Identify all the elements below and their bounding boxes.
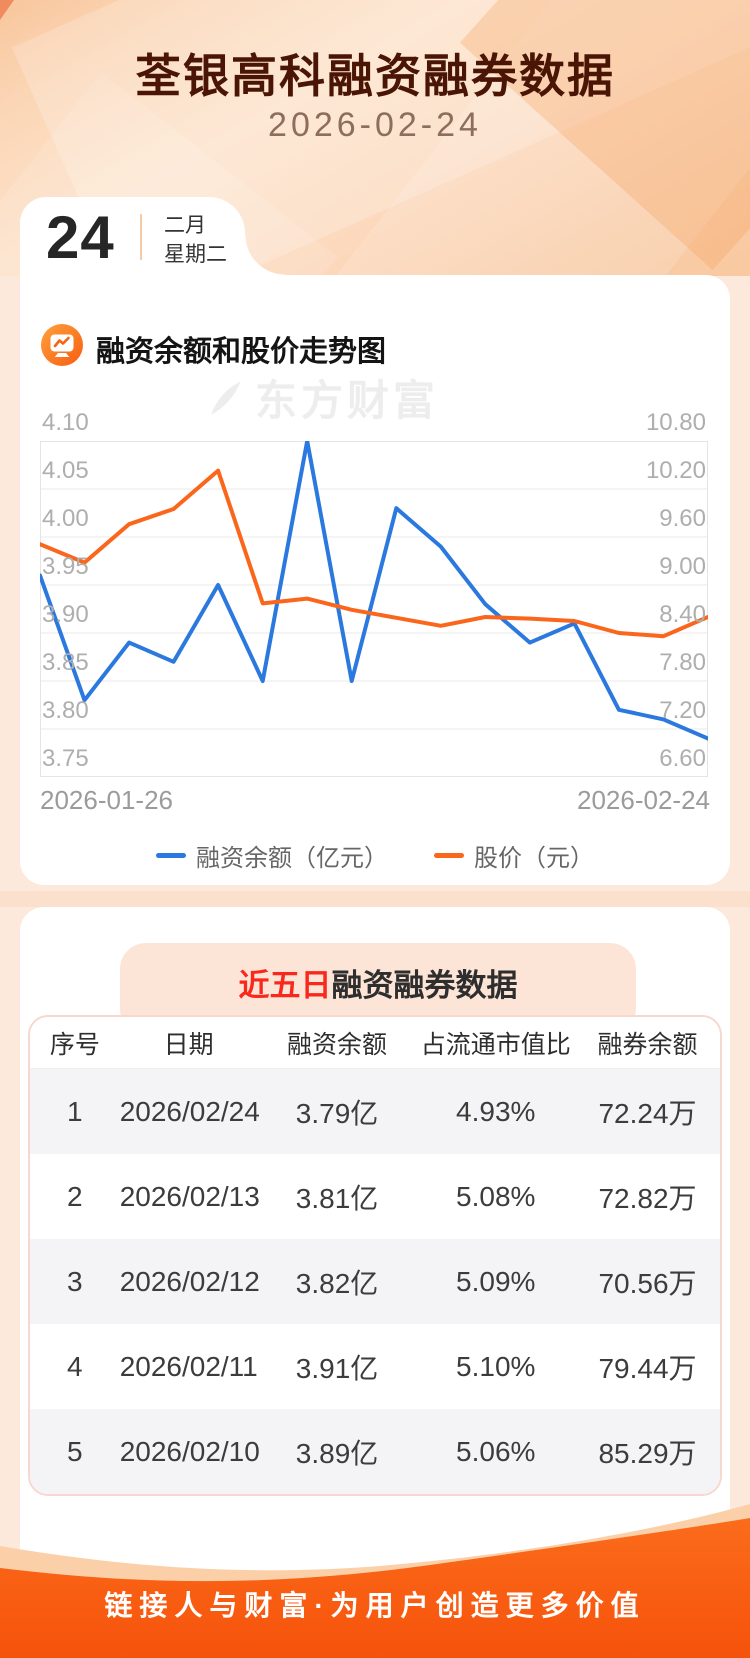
chart-monitor-icon [40, 323, 84, 367]
right-axis-tick: 8.40 [659, 601, 706, 628]
column-header: 融券余额 [597, 1030, 698, 1059]
legend-label: 股价（元） [474, 845, 594, 872]
section-gap [0, 891, 750, 907]
x-axis-start-label: 2026-01-26 [40, 785, 173, 815]
chart-card-body [20, 275, 730, 885]
table-cell: 3.81亿 [295, 1182, 379, 1214]
right-axis-tick: 10.20 [645, 457, 706, 484]
footer: 链接人与财富·为用户创造更多价值 [0, 1488, 750, 1658]
left-axis-tick: 3.75 [42, 745, 89, 772]
table-cell: 5 [67, 1435, 83, 1467]
column-header: 序号 [49, 1030, 100, 1059]
calendar-day: 24 [46, 204, 115, 271]
table-row: 3 2026/02/12 3.82亿 5.09% 70.56万 [30, 1239, 720, 1324]
right-axis-tick: 9.60 [659, 505, 706, 532]
table-cell: 2026/02/11 [119, 1350, 258, 1382]
right-axis-tick: 7.80 [659, 649, 706, 676]
left-axis-tick: 3.80 [42, 697, 89, 724]
table-header-row: 序号 日期 融资余额 占流通市值比 融券余额 [30, 1017, 720, 1069]
calendar-divider [140, 214, 142, 260]
table-row: 4 2026/02/11 3.91亿 5.10% 79.44万 [30, 1324, 720, 1409]
legend-item: 股价（元） [434, 838, 594, 873]
table-cell: 72.82万 [598, 1182, 697, 1214]
left-axis-tick: 3.95 [42, 553, 89, 580]
table-cell: 5.10% [456, 1350, 536, 1382]
legend-item: 融资余额（亿元） [156, 838, 388, 873]
left-axis-tick: 4.10 [42, 409, 89, 436]
chart-legend: 融资余额（亿元） 股价（元） [20, 838, 730, 873]
calendar-month-weekday: 二月 星期二 [164, 211, 227, 269]
table-cell: 3.82亿 [295, 1267, 379, 1299]
calendar-weekday: 星期二 [164, 243, 227, 266]
table-cell: 2 [67, 1180, 83, 1212]
table-cell: 72.24万 [598, 1097, 697, 1129]
left-axis-tick: 4.00 [42, 505, 89, 532]
column-header: 日期 [163, 1030, 214, 1059]
chart-card: 24 二月 星期二 融资余额和股价走势图 [20, 197, 730, 885]
table-cell: 2026/02/24 [119, 1095, 260, 1127]
table-row: 5 2026/02/10 3.89亿 5.06% 85.29万 [30, 1409, 720, 1494]
calendar-month: 二月 [164, 214, 206, 237]
table-row: 2 2026/02/13 3.81亿 5.08% 72.82万 [30, 1154, 720, 1239]
table-cell: 3.79亿 [295, 1097, 379, 1129]
table-cell: 4.93% [456, 1095, 536, 1127]
legend-swatch [156, 853, 186, 858]
legend-label: 融资余额（亿元） [196, 845, 388, 872]
table-cell: 85.29万 [598, 1437, 697, 1469]
table-cell: 5.08% [456, 1180, 536, 1212]
page-title: 荃银高科融资融券数据 [135, 50, 615, 102]
right-axis-tick: 9.00 [659, 553, 706, 580]
right-axis-tick: 7.20 [659, 697, 706, 724]
legend-swatch [434, 853, 464, 858]
chart-section-title: 融资余额和股价走势图 [96, 336, 387, 368]
page-date: 2026-02-24 [268, 106, 482, 144]
date-tab [20, 197, 245, 275]
footer-slogan: 链接人与财富·为用户创造更多价值 [104, 1590, 646, 1621]
table-title-rest: 融资融券数据 [331, 968, 518, 1003]
column-header: 占流通市值比 [420, 1030, 571, 1059]
table-card: 近五日融资融券数据 东方财富 序号日期融资余额占流通市值比融券余额12026/0… [20, 907, 730, 1600]
table-cell: 3 [67, 1265, 83, 1297]
left-axis-tick: 3.85 [42, 649, 89, 676]
right-axis-tick: 6.60 [659, 745, 706, 772]
table-cell: 5.06% [456, 1435, 536, 1467]
table-cell: 2026/02/13 [119, 1180, 260, 1212]
column-header: 融资余额 [287, 1030, 388, 1059]
line-chart-plot [38, 439, 710, 777]
x-axis-end-label: 2026-02-24 [577, 785, 710, 815]
corner-accent [0, 0, 14, 20]
table-cell: 3.89亿 [295, 1437, 379, 1469]
table-title-highlight: 近五日 [238, 968, 332, 1003]
date-tab-flare [245, 235, 285, 275]
left-axis-tick: 3.90 [42, 601, 89, 628]
table-cell: 1 [67, 1095, 83, 1127]
footer-wave [0, 1504, 750, 1658]
left-axis-tick: 4.05 [42, 457, 89, 484]
table-cell: 70.56万 [598, 1267, 697, 1299]
table-cell: 2026/02/10 [119, 1435, 260, 1467]
table-cell: 4 [67, 1350, 83, 1382]
margin-data-table: 序号 日期 融资余额 占流通市值比 融券余额 1 2026/02/24 3.79亿 4.93% 7… [28, 1015, 722, 1496]
table-cell: 2026/02/12 [119, 1265, 260, 1297]
table-cell: 5.09% [456, 1265, 536, 1297]
table-row: 1 2026/02/24 3.79亿 4.93% 72.24万 [30, 1069, 720, 1154]
table-cell: 3.91亿 [295, 1352, 379, 1384]
right-axis-tick: 10.80 [645, 409, 706, 436]
table-cell: 79.44万 [598, 1352, 697, 1384]
